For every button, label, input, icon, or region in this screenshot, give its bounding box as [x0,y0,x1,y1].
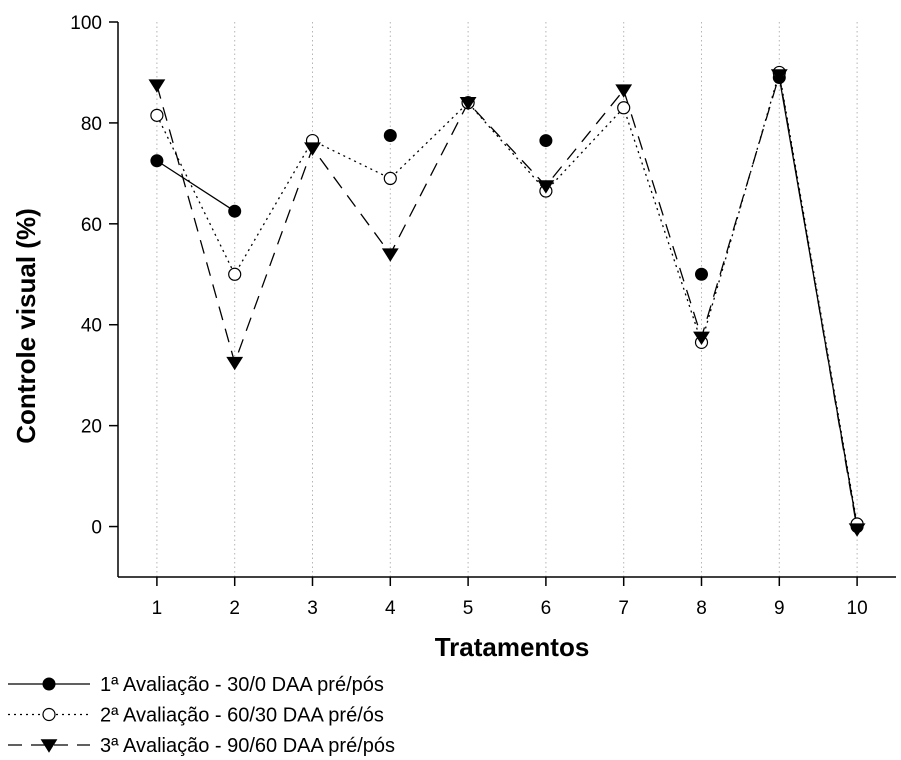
legend-marker-2 [42,707,56,722]
series-markers [148,65,866,537]
x-tick-label: 3 [307,598,318,619]
x-axis: 1 2 3 4 5 6 7 8 9 10 [118,576,896,619]
legend-label-3: 3ª Avaliação - 90/60 DAA pré/pós [100,735,395,757]
series-2-point [383,171,397,186]
series-lines [156,72,858,530]
series-1-line [156,160,236,212]
series-3-point [304,142,321,156]
x-tick-label: 5 [463,598,474,619]
series-3-point [615,84,633,98]
legend-marker-3 [40,739,58,753]
y-axis-title: Controle visual (%) [11,208,41,443]
x-tick-label: 10 [847,598,868,619]
series-1-point [150,154,164,168]
series-1-point [695,267,708,281]
series-2-line [156,72,858,525]
series-3-point [848,523,866,537]
series-1-point [228,204,242,218]
x-tick-label: 4 [385,598,396,619]
x-axis-title: Tratamentos [435,632,590,662]
series-1-point [383,129,397,143]
x-tick-label: 1 [152,598,163,619]
series-3-point [770,69,788,83]
series-2-point [617,101,631,115]
series-3-point [148,79,166,93]
legend-label-2: 2ª Avaliação - 60/30 DAA pré/ós [100,705,384,727]
series-3-point [693,331,710,346]
grid-lines [156,22,858,577]
series-3-point [537,180,555,194]
y-tick-label: 80 [81,114,102,135]
y-tick-label: 40 [81,316,102,337]
y-tick-label: 100 [70,13,102,34]
x-tick-label: 7 [618,598,629,619]
y-tick-label: 20 [81,417,102,438]
legend-marker-1 [42,677,56,691]
series-3-point [226,356,244,371]
series-3-point [381,248,399,262]
series-2-point [150,108,164,122]
x-tick-label: 9 [774,598,785,619]
legend: 1ª Avaliação - 30/0 DAA pré/pós 2ª Avalia… [8,674,395,757]
y-tick-label: 60 [81,215,102,236]
y-axis: 0 20 40 60 80 100 [70,13,119,577]
series-2-point [228,267,242,281]
x-tick-label: 2 [229,598,240,619]
x-tick-label: 6 [541,598,552,619]
y-tick-label: 0 [91,518,102,539]
x-tick-label: 8 [696,598,707,619]
legend-label-1: 1ª Avaliação - 30/0 DAA pré/pós [100,674,384,696]
series-1-point [539,134,553,148]
series-3-line [156,74,858,530]
series-3-point [459,96,477,111]
